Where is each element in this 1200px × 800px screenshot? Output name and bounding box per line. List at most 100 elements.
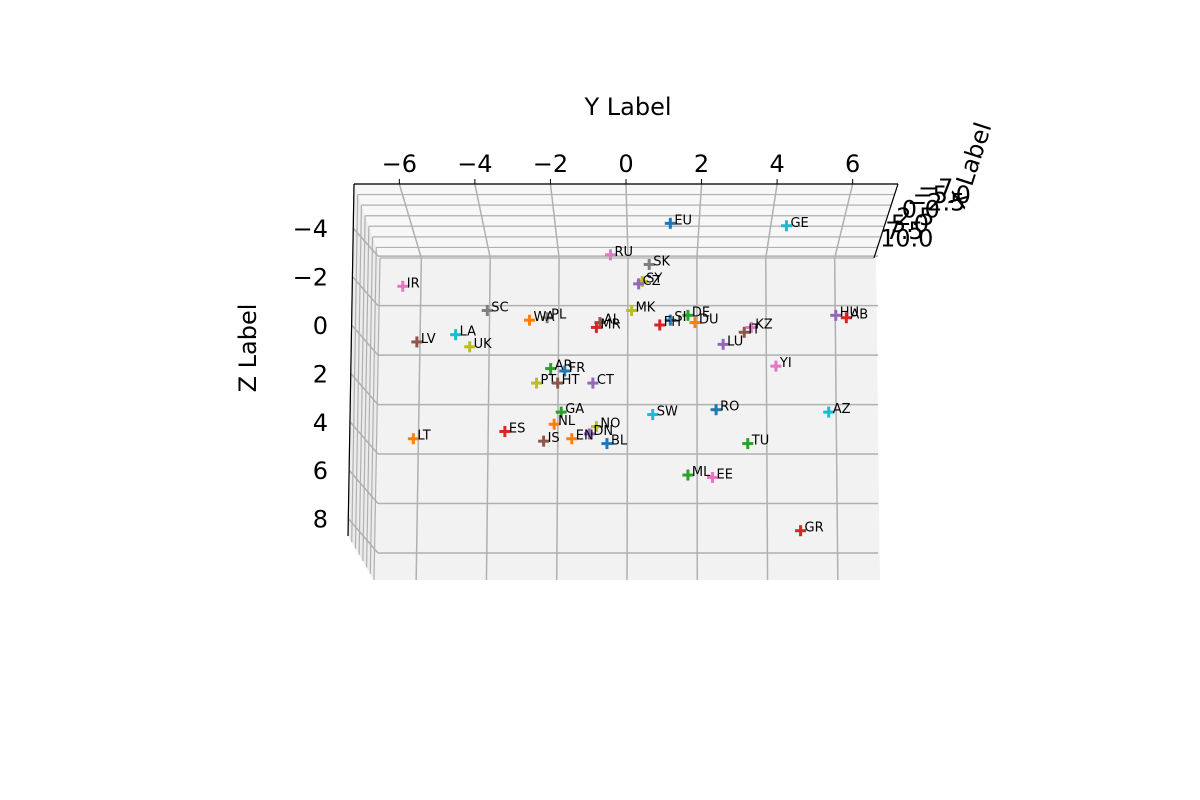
data-point-TU: TU [742,434,769,450]
x-grid-side [369,247,377,574]
data-point-KZ: KZ [745,317,773,333]
point-label: LV [421,332,436,347]
data-point-EU: EU [664,213,692,229]
point-label: CZ [643,274,661,289]
point-label: EN [576,429,594,444]
y-grid-back [415,257,423,581]
point-label: LT [417,429,430,444]
y-grid-back [765,257,769,581]
y-tick-label: 0 [618,150,633,178]
point-label: SI [674,310,686,325]
point-label: AL [604,313,621,328]
x-tick-label: 0.0 [902,196,940,224]
data-point-FR: FR [559,361,585,377]
point-label: IT [748,322,760,337]
x-axis-line [873,183,899,259]
data-point-SI: SI [664,310,686,326]
point-label: LU [727,334,743,349]
y-grid-top [765,183,778,259]
data-point-RU: RU [604,245,633,261]
z-grid-side [351,324,379,356]
data-point-SK: SK [643,255,670,270]
data-point-DN: DN [583,424,613,440]
point-label: PT [541,373,557,388]
data-point-AZ: AZ [823,402,851,418]
point-label: ML [692,465,711,480]
data-point-DU: DU [689,313,718,329]
point-label: FH [664,315,681,330]
point-label: CT [597,373,614,388]
point-label: RU [614,245,633,260]
point-label: NO [600,417,620,432]
point-label: IR [407,276,420,291]
data-point-DE: DE [682,305,710,321]
point-label: IS [548,431,560,446]
x-tick-label: −5.0 [913,181,971,209]
y-grid-top [398,183,423,259]
point-label: MK [636,300,656,315]
point-label: AZ [833,402,851,417]
data-point-FH: FH [654,315,681,331]
x-tick-label: 5.0 [891,210,929,238]
data-point-WA: WA [524,310,555,326]
grid-lines [347,183,898,581]
point-label: DU [699,313,719,328]
data-point-GA: GA [555,402,584,418]
z-tick-label: 4 [313,409,328,437]
x-tick-label: −2.5 [907,188,965,216]
x-grid-side [351,194,359,543]
z-tick-label: 6 [313,457,328,485]
point-label: AB [850,308,868,323]
point-label: YI [779,356,792,371]
z-grid-side [349,421,379,455]
data-point-LU: LU [717,334,743,350]
point-label: HT [562,373,580,388]
y-tick-label: −2 [533,150,568,178]
x-tick-label: 7.5 [885,217,923,245]
point-label: GA [565,402,584,417]
data-point-IR: IR [397,276,420,292]
x-axis-ticks: −7−5.0−2.50.02.55.07.510.0 [880,174,971,252]
x-grid-side [354,205,363,549]
data-point-YI: YI [770,356,792,372]
data-point-ML: ML [682,465,711,481]
point-label: SK [653,255,670,270]
y-grid-top [474,183,491,259]
z-axis-ticks: −4 −2 0 2 4 6 8 [293,215,328,533]
point-label: GR [805,521,824,536]
y-tick-label: −6 [382,150,417,178]
point-label: SC [491,300,508,315]
data-point-BL: BL [601,434,628,450]
z-tick-label: 2 [313,360,328,388]
point-label: WA [534,310,555,325]
y-tick-label: 4 [769,150,784,178]
point-label: DN [593,424,613,439]
data-point-GR: GR [795,521,824,537]
data-point-CT: CT [587,373,614,389]
point-label: ES [509,421,525,436]
y-grid-top [833,183,854,259]
data-point-RO: RO [710,400,739,416]
point-label: PL [551,308,567,323]
point-label: NL [558,414,576,429]
point-label: UK [474,337,493,352]
x-tick-label: 10.0 [880,224,933,252]
x-tick-label: −7 [918,174,953,202]
point-label: KZ [755,317,773,332]
z-axis-line [347,183,355,537]
y-tick-label: −4 [457,150,492,178]
x-tick-label: 2.5 [896,203,934,231]
data-point-UK: UK [464,337,492,353]
x-grid-side [365,236,374,568]
data-point-EE: EE [707,467,733,483]
data-point-NO: NO [590,417,620,433]
data-point-LA: LA [450,325,476,341]
data-point-NL: NL [548,414,576,430]
point-label: RO [720,400,739,415]
z-grid-side [348,469,379,505]
y-axis-ticks: −6 −4 −2 0 2 4 6 [382,150,860,184]
data-point-IS: IS [538,431,560,447]
data-point-EN: EN [566,429,594,445]
data-point-LV: LV [411,332,436,348]
